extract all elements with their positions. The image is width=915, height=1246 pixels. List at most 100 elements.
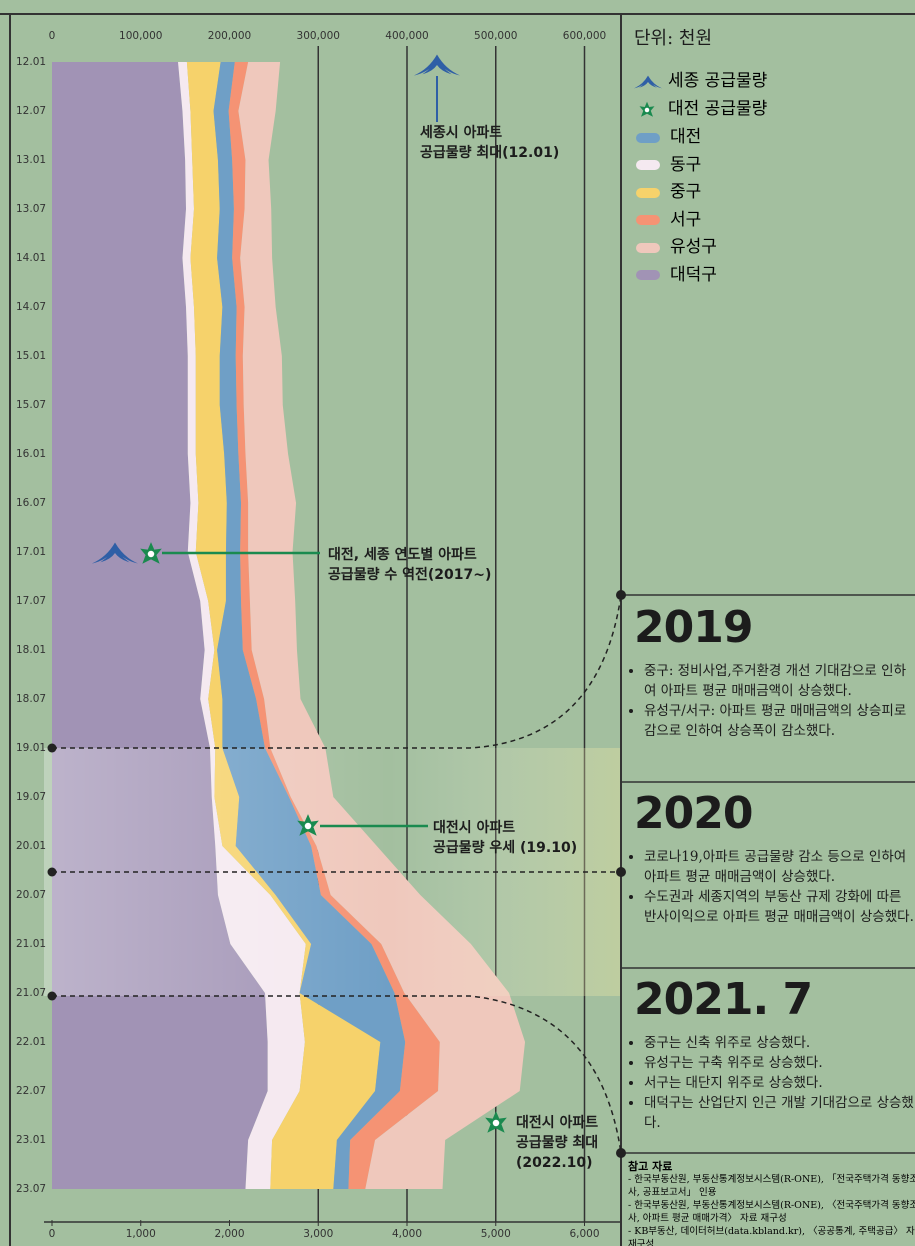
annotation: 공급물량 우세 (19.10) xyxy=(433,840,577,856)
section-year: 2019 xyxy=(634,602,753,653)
y-tick-label: 14.01 xyxy=(16,252,46,264)
legend-label: 유성구 xyxy=(670,237,717,257)
dot xyxy=(47,991,57,1001)
legend-label: 동구 xyxy=(670,154,702,175)
x-tick-label: 200,000 xyxy=(208,30,251,42)
bullets: 코로나19,아파트 공급물량 감소 등으로 인하여 아파트 평균 매매금액이 상… xyxy=(624,847,915,927)
x2-tick-label: 4,000 xyxy=(392,1228,422,1240)
annotation: 세종시 아파트 xyxy=(420,124,502,141)
x-tick-label: 100,000 xyxy=(119,30,162,42)
area xyxy=(228,62,440,1189)
bullet: 중구는 신축 위주로 상승했다. xyxy=(644,1033,915,1053)
y-tick-label: 22.07 xyxy=(16,1085,46,1097)
bullet: 유성구는 구축 위주로 상승했다. xyxy=(644,1053,915,1073)
x-tick-label: 600,000 xyxy=(563,30,606,42)
ref-item: - KB부동산, 데이터허브(data.kbland.kr), 〈공공통계, 주… xyxy=(628,1226,915,1246)
dot xyxy=(47,867,57,877)
y-tick-label: 23.01 xyxy=(16,1134,46,1146)
bullet: 유성구/서구: 아파트 평균 매매금액의 상승피로감으로 인하여 상승폭이 감소… xyxy=(644,701,915,741)
y-tick-label: 19.01 xyxy=(16,742,46,754)
legend-icon xyxy=(634,75,662,88)
x2-tick-label: 0 xyxy=(49,1228,56,1240)
y-tick-label: 12.01 xyxy=(16,56,46,68)
bullet: 수도권과 세종지역의 부동산 규제 강화에 따른 반사이익으로 아파트 평균 매… xyxy=(644,887,915,927)
legend-item: 대덕구 xyxy=(634,260,717,285)
section-year: 2020 xyxy=(634,788,753,839)
references: 참고 자료 - 한국부동산원, 부동산통계정보시스템(R-ONE), 「전국주택가… xyxy=(628,1160,915,1246)
x-tick-label: 500,000 xyxy=(474,30,517,42)
legend-label: 대덕구 xyxy=(670,264,717,285)
section-year: 2021. 7 xyxy=(634,974,813,1025)
x2-tick-label: 6,000 xyxy=(569,1228,599,1240)
bullets: 중구는 신축 위주로 상승했다.유성구는 구축 위주로 상승했다.서구는 대단지… xyxy=(624,1033,915,1133)
y-tick-label: 13.07 xyxy=(16,203,46,215)
y-tick-label: 16.07 xyxy=(16,497,46,509)
bullet: 서구는 대단지 위주로 상승했다. xyxy=(644,1073,915,1093)
legend-label: 세종 공급물량 xyxy=(668,71,768,91)
ref-title: 참고 자료 xyxy=(628,1160,673,1173)
bullet: 코로나19,아파트 공급물량 감소 등으로 인하여 아파트 평균 매매금액이 상… xyxy=(644,847,915,887)
connector xyxy=(52,594,622,749)
y-tick-label: 22.01 xyxy=(16,1036,46,1048)
legend-item: 대전 공급물량 xyxy=(634,94,767,119)
annotation: (2022.10) xyxy=(516,1155,593,1171)
y-tick-label: 19.07 xyxy=(16,791,46,803)
y-tick-label: 13.01 xyxy=(16,154,46,166)
y-tick-label: 17.07 xyxy=(16,595,46,607)
legend-item: 대전 xyxy=(634,122,701,147)
bullets: 중구: 정비사업,주거환경 개선 기대감으로 인하여 아파트 평균 매매금액이 … xyxy=(624,661,915,741)
y-tick-label: 18.07 xyxy=(16,693,46,705)
dot xyxy=(616,590,626,600)
annotation: 공급물량 최대(12.01) xyxy=(420,145,559,161)
x2-tick-label: 2,000 xyxy=(214,1228,244,1240)
legend-item: 유성구 xyxy=(634,232,717,257)
ref-item: - 한국부동산원, 부동산통계정보시스템(R-ONE), 〈전국주택가격 동향조… xyxy=(628,1200,915,1224)
legend-swatch xyxy=(636,242,660,253)
y-tick-label: 12.07 xyxy=(16,105,46,117)
annotation: 대전시 아파트 xyxy=(516,1114,598,1131)
y-tick-label: 15.07 xyxy=(16,399,46,411)
y-tick-label: 18.01 xyxy=(16,644,46,656)
y-tick-label: 15.01 xyxy=(16,350,46,362)
legend-swatch xyxy=(636,270,660,280)
dot xyxy=(616,1148,626,1158)
legend-swatch xyxy=(636,132,660,143)
x-tick-label: 400,000 xyxy=(385,30,428,42)
area xyxy=(238,62,526,1189)
x2-tick-label: 1,000 xyxy=(126,1228,156,1240)
y-tick-label: 16.01 xyxy=(16,448,46,460)
annotation: 대전시 아파트 xyxy=(433,819,515,836)
legend-label: 서구 xyxy=(670,209,702,230)
legend-swatch xyxy=(636,160,660,170)
y-tick-label: 23.07 xyxy=(16,1183,46,1195)
dot xyxy=(47,743,57,753)
section: 2021. 7 중구는 신축 위주로 상승했다.유성구는 구축 위주로 상승했다.… xyxy=(624,974,915,1133)
bullet: 중구: 정비사업,주거환경 개선 기대감으로 인하여 아파트 평균 매매금액이 … xyxy=(644,661,915,701)
y-tick-label: 14.07 xyxy=(16,301,46,313)
y-tick-label: 17.01 xyxy=(16,546,46,558)
legend-swatch xyxy=(636,187,660,198)
legend-label: 대전 공급물량 xyxy=(668,99,768,119)
annotation: 공급물량 최대 xyxy=(516,1135,598,1151)
section: 2020 코로나19,아파트 공급물량 감소 등으로 인하여 아파트 평균 매매금… xyxy=(624,788,915,927)
legend-item: 동구 xyxy=(634,150,701,175)
legend-swatch xyxy=(636,215,660,225)
connector xyxy=(52,995,622,1154)
annotation: 공급물량 수 역전(2017~) xyxy=(328,566,491,583)
unit-label: 단위: 천원 xyxy=(634,28,713,49)
y-tick-label: 20.07 xyxy=(16,889,46,901)
x-tick-label: 0 xyxy=(49,30,56,42)
legend-icon xyxy=(639,101,655,117)
sejong-icon xyxy=(414,54,460,76)
x2-tick-label: 5,000 xyxy=(481,1228,511,1240)
y-tick-label: 21.07 xyxy=(16,987,46,999)
legend-item: 중구 xyxy=(634,177,701,202)
dot xyxy=(616,867,626,877)
bullet: 대덕구는 산업단지 인근 개발 기대감으로 상승했다. xyxy=(644,1093,915,1133)
ref-item: - 한국부동산원, 부동산통계정보시스템(R-ONE), 「전국주택가격 동향조… xyxy=(628,1174,915,1198)
x2-tick-label: 3,000 xyxy=(303,1228,333,1240)
y-tick-label: 21.01 xyxy=(16,938,46,950)
section: 2019 중구: 정비사업,주거환경 개선 기대감으로 인하여 아파트 평균 매매… xyxy=(624,602,915,741)
